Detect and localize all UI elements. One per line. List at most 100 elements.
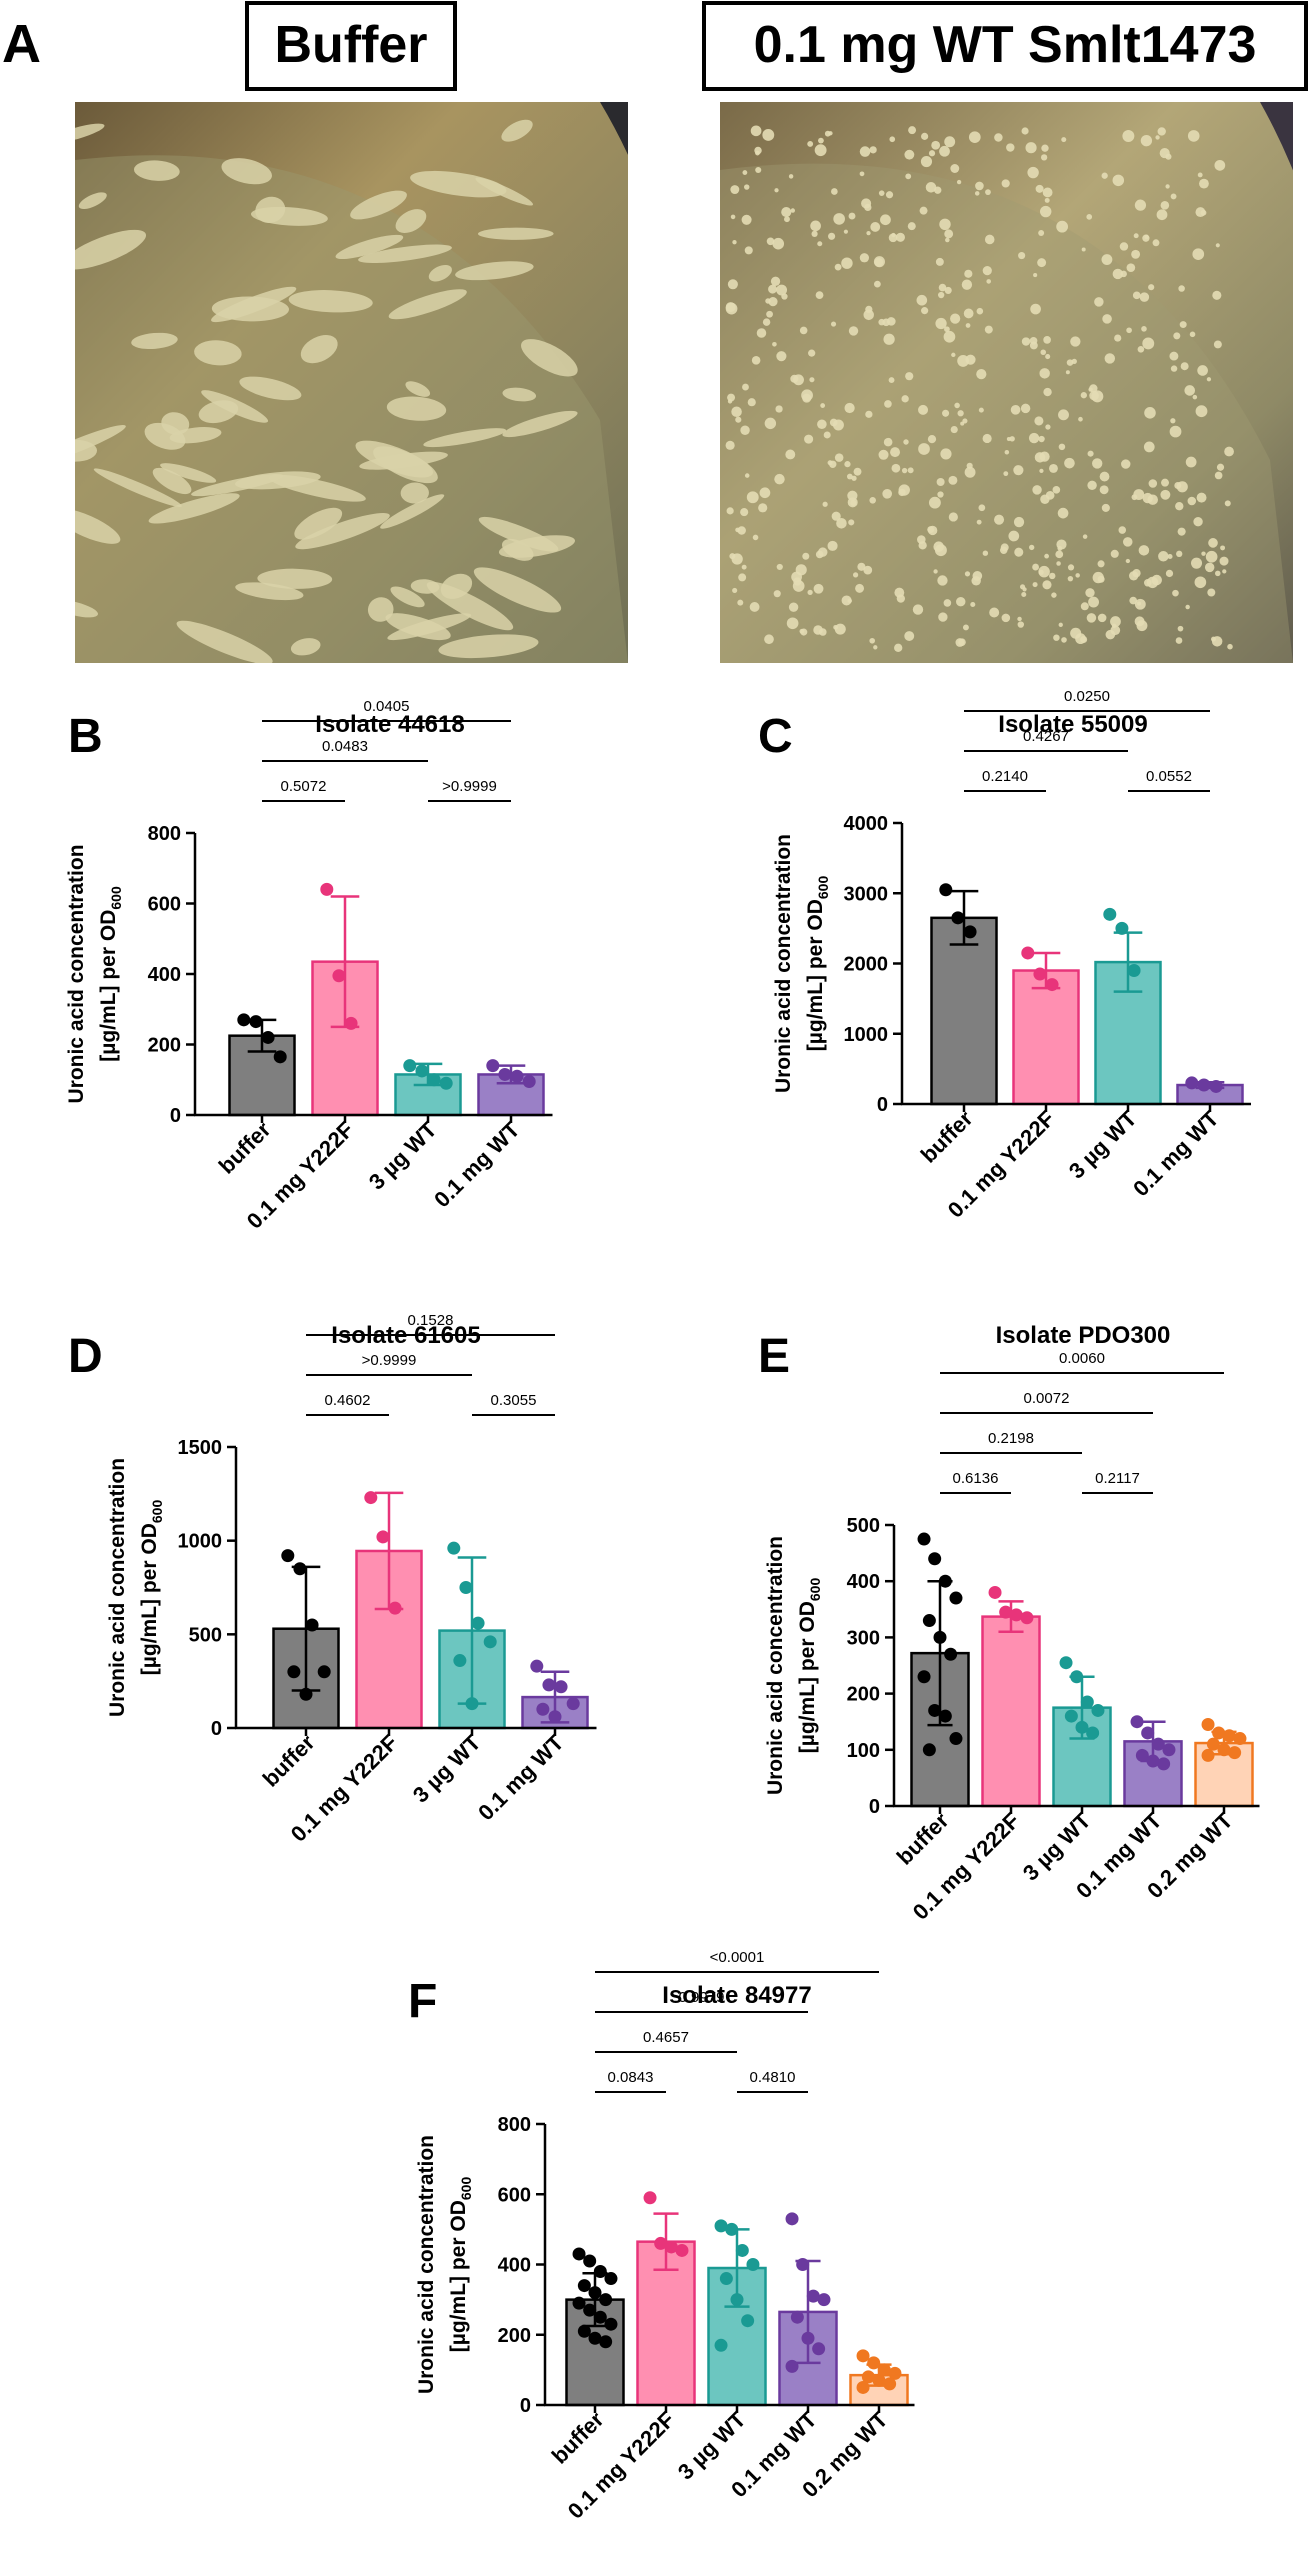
colony xyxy=(738,573,747,582)
colony xyxy=(744,473,750,478)
data-point xyxy=(344,1016,358,1030)
colony xyxy=(844,402,855,414)
colony xyxy=(1044,553,1049,559)
data-point xyxy=(1217,1743,1231,1757)
colony xyxy=(850,499,857,507)
colony xyxy=(1013,516,1025,528)
colony xyxy=(939,145,950,157)
y-axis-label-main: [µg/mL] per OD xyxy=(447,2200,470,2352)
colony xyxy=(1067,564,1075,571)
colony xyxy=(730,185,740,195)
colony xyxy=(834,623,846,635)
y-tick-label: 4000 xyxy=(844,813,889,835)
data-point xyxy=(867,2356,881,2370)
colony xyxy=(890,447,901,458)
colony xyxy=(747,398,756,407)
colony xyxy=(928,150,936,157)
colony xyxy=(889,136,896,143)
colony xyxy=(863,565,873,575)
colony xyxy=(928,496,941,509)
colony xyxy=(1085,588,1095,598)
colony xyxy=(735,527,740,533)
colony xyxy=(921,307,929,315)
y-axis-label-main: [µg/mL] per OD xyxy=(97,910,120,1062)
colony xyxy=(1004,449,1010,455)
colony xyxy=(1032,563,1039,571)
y-axis-label: [µg/mL] per OD600 xyxy=(138,1500,165,1676)
colony xyxy=(1061,637,1067,643)
colony xyxy=(388,289,467,320)
colony xyxy=(963,308,974,319)
x-tick-label: buffer xyxy=(916,1106,978,1168)
colony xyxy=(815,550,824,559)
colony xyxy=(1185,604,1190,610)
colony xyxy=(1028,432,1040,444)
colony xyxy=(1134,199,1147,211)
colony xyxy=(784,216,790,223)
colony xyxy=(818,137,824,144)
data-point xyxy=(572,2296,586,2310)
colony xyxy=(828,131,833,136)
colony xyxy=(741,214,752,225)
colony xyxy=(1207,588,1216,597)
data-point xyxy=(1209,1079,1223,1093)
colony xyxy=(1144,407,1156,419)
colony xyxy=(918,404,929,415)
colony xyxy=(732,587,738,594)
colony xyxy=(1137,345,1145,353)
colony xyxy=(731,406,742,418)
colony xyxy=(817,241,823,247)
data-point xyxy=(1135,1748,1149,1762)
colony xyxy=(1129,596,1138,605)
p-value: 0.0483 xyxy=(322,738,368,755)
panel-letter: C xyxy=(758,710,793,763)
colony xyxy=(410,170,507,198)
colony xyxy=(1152,239,1160,247)
colony xyxy=(1037,258,1047,268)
colony xyxy=(1049,463,1058,473)
data-point xyxy=(741,2314,755,2328)
colony xyxy=(1034,416,1044,426)
colony xyxy=(834,453,844,462)
colony xyxy=(1165,184,1170,189)
colony xyxy=(1087,480,1097,491)
colony xyxy=(1204,562,1215,573)
data-point xyxy=(817,2293,831,2307)
colony xyxy=(770,276,781,286)
colony xyxy=(916,294,928,306)
colony xyxy=(1043,336,1051,344)
panel-letter: D xyxy=(68,1330,103,1383)
p-value: 0.0843 xyxy=(608,2069,654,2086)
colony xyxy=(1064,457,1075,469)
data-point xyxy=(888,2366,902,2380)
colony xyxy=(385,613,451,641)
y-tick-label: 200 xyxy=(148,1035,181,1057)
p-value: 0.4810 xyxy=(750,2069,796,2086)
colony xyxy=(961,279,973,290)
colony xyxy=(1175,637,1183,644)
data-point xyxy=(922,1614,936,1628)
colony xyxy=(235,582,304,601)
colony xyxy=(994,514,1005,525)
colony xyxy=(1057,507,1069,519)
colony xyxy=(901,467,908,474)
colony xyxy=(814,144,827,157)
p-value: 0.2117 xyxy=(1095,1470,1140,1487)
colony xyxy=(848,519,855,526)
p-value: 0.6136 xyxy=(953,1470,999,1487)
colony xyxy=(894,643,903,653)
colony xyxy=(776,563,783,571)
colony xyxy=(390,586,425,608)
colony xyxy=(1197,365,1208,376)
colony xyxy=(742,170,748,175)
data-point xyxy=(933,1630,947,1644)
data-point xyxy=(1201,1718,1215,1732)
colony xyxy=(1131,494,1138,501)
data-point xyxy=(332,969,346,983)
colony xyxy=(815,291,824,299)
data-point xyxy=(1141,1726,1155,1740)
title-box xyxy=(245,1,457,91)
colony xyxy=(1058,409,1069,421)
colony xyxy=(869,637,876,644)
colony xyxy=(1201,551,1206,556)
